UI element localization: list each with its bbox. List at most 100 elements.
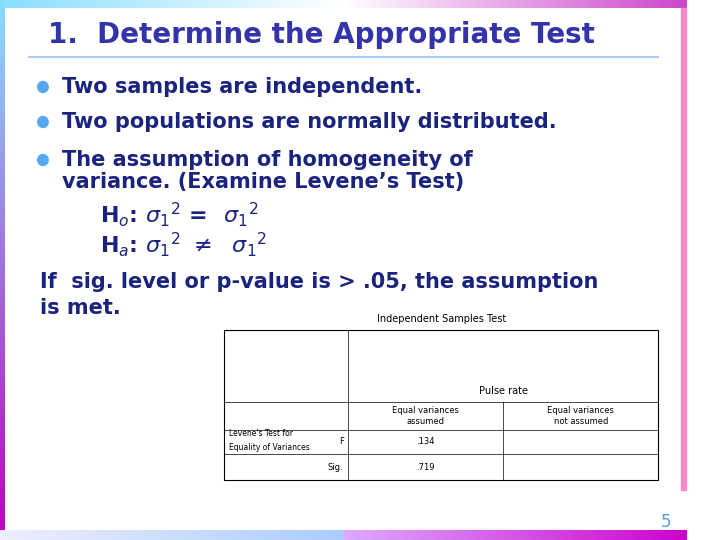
Bar — [398, 530, 399, 540]
Bar — [0, 95, 5, 96]
Bar — [628, 0, 629, 8]
Bar — [0, 433, 5, 434]
Bar — [464, 0, 466, 8]
Bar — [480, 0, 481, 8]
Bar — [0, 450, 5, 451]
Bar — [0, 153, 5, 154]
Bar — [560, 530, 561, 540]
Bar — [583, 530, 584, 540]
Bar — [464, 530, 466, 540]
Bar — [0, 211, 5, 212]
Bar — [338, 530, 339, 540]
Bar — [393, 0, 394, 8]
Bar — [197, 530, 199, 540]
Bar — [243, 0, 244, 8]
Bar — [181, 530, 182, 540]
Bar — [100, 0, 101, 8]
Bar — [6, 530, 8, 540]
Bar — [420, 530, 422, 540]
Bar — [224, 530, 225, 540]
Bar — [437, 0, 438, 8]
Bar — [667, 0, 668, 8]
Bar — [0, 36, 5, 37]
Bar — [0, 322, 5, 323]
Bar — [0, 7, 5, 8]
Bar — [0, 493, 5, 494]
Bar — [0, 34, 5, 35]
Bar — [235, 0, 237, 8]
Bar — [662, 0, 663, 8]
Bar — [0, 266, 5, 267]
Bar — [0, 321, 5, 322]
Bar — [0, 61, 5, 62]
Bar — [220, 0, 221, 8]
Bar — [207, 530, 208, 540]
Bar — [123, 0, 124, 8]
Bar — [322, 530, 323, 540]
Bar — [0, 440, 5, 441]
Bar — [0, 86, 5, 87]
Bar — [124, 0, 125, 8]
Bar — [431, 0, 432, 8]
Bar — [0, 8, 5, 9]
Bar — [0, 19, 5, 20]
Bar — [367, 0, 369, 8]
Bar — [0, 516, 5, 517]
Bar — [442, 530, 443, 540]
Bar — [0, 190, 5, 191]
Bar — [0, 193, 5, 194]
Bar — [498, 0, 499, 8]
Bar — [415, 0, 416, 8]
Bar — [0, 32, 5, 33]
Bar — [78, 0, 79, 8]
Bar — [266, 0, 267, 8]
Bar — [258, 0, 260, 8]
Bar — [164, 0, 165, 8]
Bar — [182, 0, 183, 8]
Bar — [93, 0, 94, 8]
Bar — [21, 530, 22, 540]
Bar — [0, 359, 5, 360]
Bar — [485, 0, 486, 8]
Bar — [0, 150, 5, 151]
Bar — [216, 0, 217, 8]
Bar — [349, 530, 350, 540]
Bar — [0, 46, 5, 47]
Bar — [0, 104, 5, 105]
Bar — [20, 530, 21, 540]
Bar — [370, 530, 372, 540]
Bar — [0, 467, 5, 468]
Bar — [671, 0, 672, 8]
Text: Independent Samples Test: Independent Samples Test — [377, 314, 506, 324]
Bar — [0, 215, 5, 216]
Bar — [0, 16, 5, 17]
Bar — [0, 236, 5, 237]
Bar — [562, 0, 563, 8]
Bar — [363, 0, 364, 8]
Bar — [0, 115, 5, 116]
Bar — [247, 0, 248, 8]
Bar — [554, 0, 555, 8]
Bar — [253, 0, 254, 8]
Bar — [548, 530, 549, 540]
Bar — [281, 530, 282, 540]
Bar — [46, 530, 47, 540]
Bar — [685, 530, 686, 540]
Bar — [217, 0, 219, 8]
Bar — [0, 208, 5, 209]
Bar — [0, 504, 5, 505]
Bar — [537, 0, 539, 8]
Bar — [0, 136, 5, 137]
Bar — [238, 0, 240, 8]
Bar — [58, 530, 59, 540]
Bar — [517, 530, 518, 540]
Bar — [662, 530, 663, 540]
Bar — [12, 0, 14, 8]
Bar — [533, 530, 534, 540]
Bar — [199, 530, 200, 540]
Bar — [355, 0, 356, 8]
Bar — [0, 369, 5, 370]
Bar — [357, 0, 358, 8]
Bar — [276, 530, 278, 540]
Bar — [480, 530, 481, 540]
